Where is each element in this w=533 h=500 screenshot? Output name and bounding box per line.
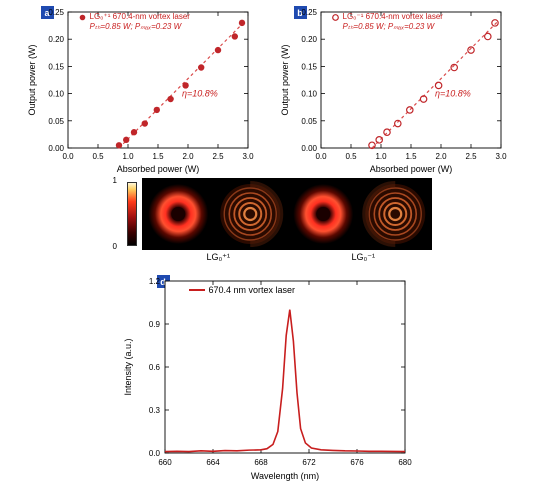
svg-text:2.0: 2.0	[182, 152, 194, 161]
svg-text:664: 664	[206, 458, 220, 467]
panel-a-legend-line1: LG₀⁺¹ 670.4-nm vortex laser	[90, 12, 190, 22]
svg-text:1.0: 1.0	[122, 152, 134, 161]
svg-text:0.0: 0.0	[62, 152, 74, 161]
mode-interf-2	[359, 178, 432, 250]
panel-b-legend-line2: Pₜₕ=0.85 W; Pₘₐₓ=0.23 W	[343, 22, 435, 31]
panel-c: c 1 0	[97, 178, 437, 273]
svg-text:0.20: 0.20	[48, 35, 64, 44]
svg-text:Output power (W): Output power (W)	[280, 44, 290, 115]
panel-a-legend-line2: Pₜₕ=0.85 W; Pₘₐₓ=0.23 W	[90, 22, 182, 31]
svg-text:0.25: 0.25	[48, 8, 64, 17]
svg-text:3.0: 3.0	[495, 152, 507, 161]
svg-text:0.3: 0.3	[148, 406, 160, 415]
panel-d-legend: 670.4 nm vortex laser	[189, 285, 296, 295]
mode-donut-2	[287, 178, 360, 250]
panel-a-legend: LG₀⁺¹ 670.4-nm vortex laser Pₜₕ=0.85 W; …	[78, 12, 190, 32]
svg-text:672: 672	[302, 458, 316, 467]
svg-text:2.0: 2.0	[435, 152, 447, 161]
svg-text:0.0: 0.0	[148, 449, 160, 458]
panel-d-legend-swatch	[189, 289, 205, 291]
svg-text:1.0: 1.0	[375, 152, 387, 161]
panel-b-legend: LG₀⁻¹ 670.4-nm vortex laser Pₜₕ=0.85 W; …	[331, 12, 443, 32]
svg-text:660: 660	[158, 458, 172, 467]
panel-c-colorbar-min: 0	[113, 242, 117, 251]
svg-text:0.10: 0.10	[48, 90, 64, 99]
svg-text:Output power (W): Output power (W)	[27, 44, 37, 115]
svg-text:Wavelength (nm): Wavelength (nm)	[250, 471, 318, 481]
svg-text:2.5: 2.5	[212, 152, 224, 161]
svg-text:0.5: 0.5	[345, 152, 357, 161]
svg-text:0.20: 0.20	[301, 35, 317, 44]
svg-text:680: 680	[398, 458, 412, 467]
svg-text:η=10.8%: η=10.8%	[182, 88, 218, 98]
svg-text:668: 668	[254, 458, 268, 467]
svg-text:1.2: 1.2	[148, 277, 160, 286]
svg-text:3.0: 3.0	[242, 152, 254, 161]
svg-text:1.5: 1.5	[152, 152, 164, 161]
svg-text:0.0: 0.0	[315, 152, 327, 161]
panel-c-caption-1: LG₀⁺¹	[207, 252, 231, 263]
svg-text:0.9: 0.9	[148, 320, 160, 329]
mode-interf-1	[214, 178, 287, 250]
svg-text:0.05: 0.05	[301, 117, 317, 126]
top-row: a 0.00.51.01.52.02.53.00.000.050.100.150…	[0, 0, 533, 176]
svg-text:0.00: 0.00	[48, 144, 64, 153]
panel-d: d 6606646686726766800.00.30.60.91.2Wavel…	[117, 273, 417, 483]
svg-text:0.25: 0.25	[301, 8, 317, 17]
svg-text:0.15: 0.15	[301, 62, 317, 71]
panel-d-chart: 660 664 668 672 676 680 0.0 0.3 0.6 0.9 1.2 Wavelen…	[117, 273, 417, 483]
svg-text:0.00: 0.00	[301, 144, 317, 153]
panel-b-legend-line1: LG₀⁻¹ 670.4-nm vortex laser	[343, 12, 443, 22]
mode-donut-1	[142, 178, 215, 250]
svg-text:Intensity (a.u.): Intensity (a.u.)	[123, 338, 133, 395]
panel-d-legend-text: 670.4 nm vortex laser	[209, 285, 296, 295]
svg-text:Absorbed power (W): Absorbed power (W)	[369, 164, 452, 174]
svg-text:0.6: 0.6	[148, 363, 160, 372]
panel-a: a 0.00.51.01.52.02.53.00.000.050.100.150…	[23, 6, 258, 176]
svg-text:0.05: 0.05	[48, 117, 64, 126]
panel-c-caption-2: LG₀⁻¹	[352, 252, 376, 263]
svg-text:η=10.8%: η=10.8%	[435, 88, 471, 98]
svg-text:0.10: 0.10	[301, 90, 317, 99]
svg-text:Absorbed power (W): Absorbed power (W)	[116, 164, 199, 174]
svg-text:0.15: 0.15	[48, 62, 64, 71]
svg-text:0.5: 0.5	[92, 152, 104, 161]
panel-c-strip	[142, 178, 432, 250]
svg-text:676: 676	[350, 458, 364, 467]
svg-text:1.5: 1.5	[405, 152, 417, 161]
panel-c-colorbar-max: 1	[113, 176, 117, 185]
panel-c-colorbar	[127, 182, 137, 246]
svg-text:2.5: 2.5	[465, 152, 477, 161]
panel-b: b 0.00.51.01.52.02.53.00.000.050.100.150…	[276, 6, 511, 176]
